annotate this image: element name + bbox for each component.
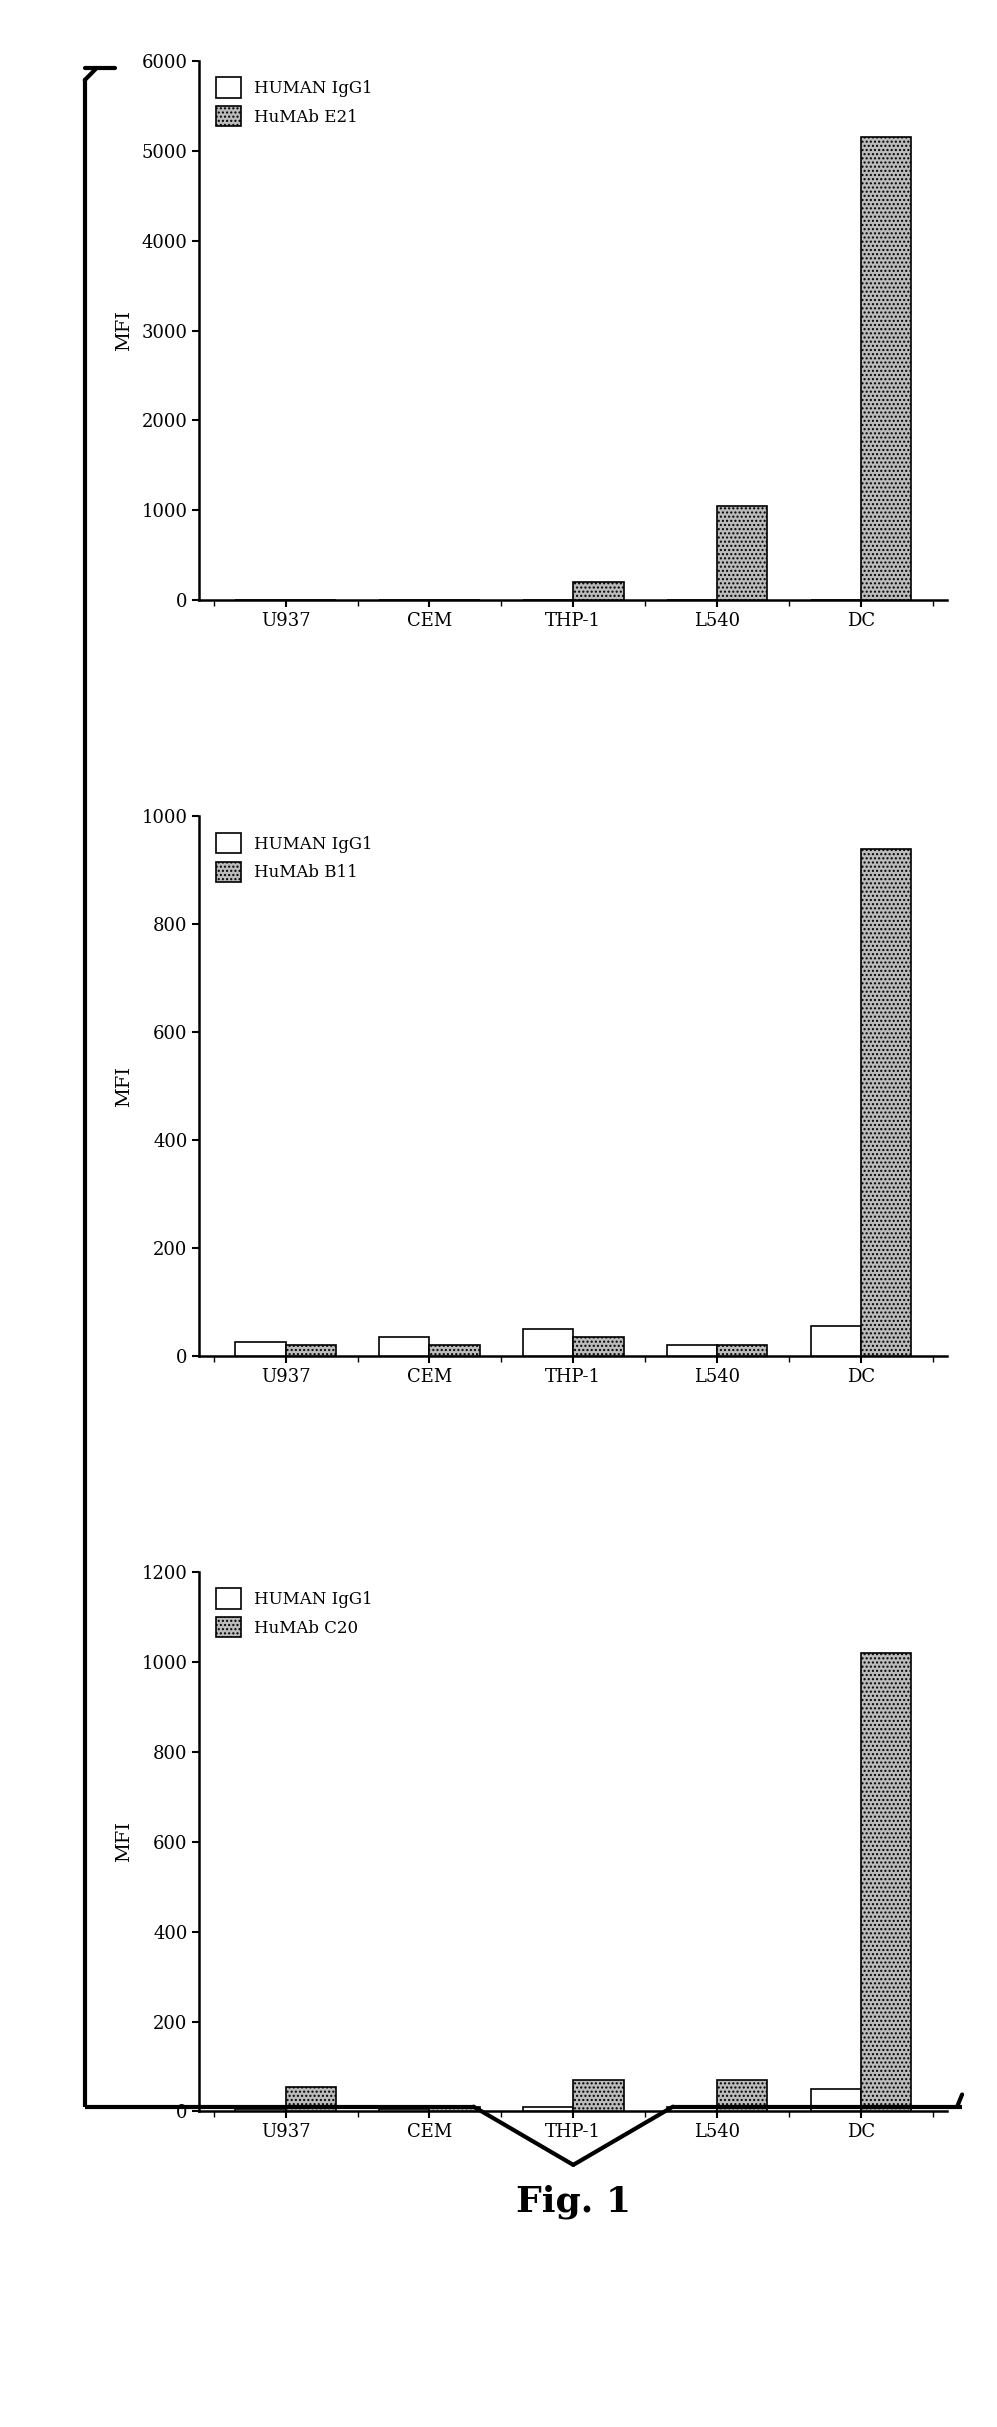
Bar bbox=[811, 1325, 860, 1357]
Text: Fig. 1: Fig. 1 bbox=[515, 2184, 631, 2218]
Bar bbox=[667, 1345, 717, 1357]
Bar bbox=[430, 1345, 480, 1357]
Bar bbox=[286, 1345, 336, 1357]
Bar bbox=[860, 1653, 911, 2111]
Bar bbox=[573, 1337, 623, 1357]
Bar bbox=[717, 1345, 768, 1357]
Bar bbox=[717, 505, 768, 599]
Legend: HUMAN IgG1, HuMAb C20: HUMAN IgG1, HuMAb C20 bbox=[207, 1580, 382, 1646]
Bar bbox=[717, 2080, 768, 2111]
Y-axis label: MFI: MFI bbox=[116, 1065, 134, 1107]
Bar bbox=[811, 2090, 860, 2111]
Bar bbox=[430, 2107, 480, 2111]
Y-axis label: MFI: MFI bbox=[116, 1820, 134, 1862]
Bar bbox=[860, 849, 911, 1357]
Bar bbox=[379, 1337, 430, 1357]
Legend: HUMAN IgG1, HuMAb B11: HUMAN IgG1, HuMAb B11 bbox=[207, 825, 382, 891]
Bar bbox=[286, 2087, 336, 2111]
Bar bbox=[573, 2080, 623, 2111]
Legend: HUMAN IgG1, HuMAb E21: HUMAN IgG1, HuMAb E21 bbox=[207, 68, 382, 133]
Bar bbox=[860, 138, 911, 599]
Bar bbox=[667, 2107, 717, 2111]
Y-axis label: MFI: MFI bbox=[116, 311, 134, 352]
Bar bbox=[523, 2107, 573, 2111]
Bar bbox=[573, 582, 623, 599]
Bar bbox=[235, 1342, 286, 1357]
Bar bbox=[523, 1330, 573, 1357]
